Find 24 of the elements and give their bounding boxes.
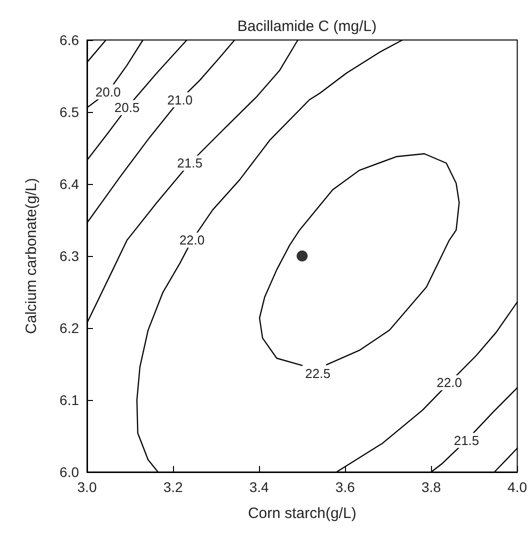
y-tick-label: 6.6: [60, 32, 80, 48]
y-tick-label: 6.0: [60, 464, 80, 480]
y-tick-label: 6.1: [60, 392, 80, 408]
text: 21.5: [454, 432, 480, 448]
x-axis-title: Corn starch(g/L): [248, 505, 356, 522]
chart-title: Bacillamide C (mg/L): [237, 18, 377, 35]
x-tick-label: 3.0: [77, 479, 97, 495]
y-tick-label: 6.2: [60, 320, 80, 336]
x-tick-label: 3.2: [163, 479, 183, 495]
y-tick-label: 6.5: [60, 104, 80, 120]
y-axis-title: Calcium carbonate(g/L): [23, 178, 40, 334]
x-tick-label: 3.8: [421, 479, 442, 495]
x-tick-label: 4.0: [508, 479, 528, 495]
series-label: 21.0: [167, 92, 193, 108]
series-label: 22.5: [305, 366, 330, 381]
series-label: 20.0: [95, 84, 121, 100]
text: 22.0: [436, 375, 462, 390]
y-tick-label: 6.3: [60, 248, 80, 264]
x-tick-label: 3.4: [249, 479, 270, 495]
y-tick-label: 6.4: [60, 176, 80, 192]
x-tick-label: 3.6: [335, 479, 356, 495]
series-label: 22.0: [179, 232, 205, 248]
series-label: 21.5: [177, 156, 202, 171]
series-label: 20.5: [114, 100, 140, 116]
